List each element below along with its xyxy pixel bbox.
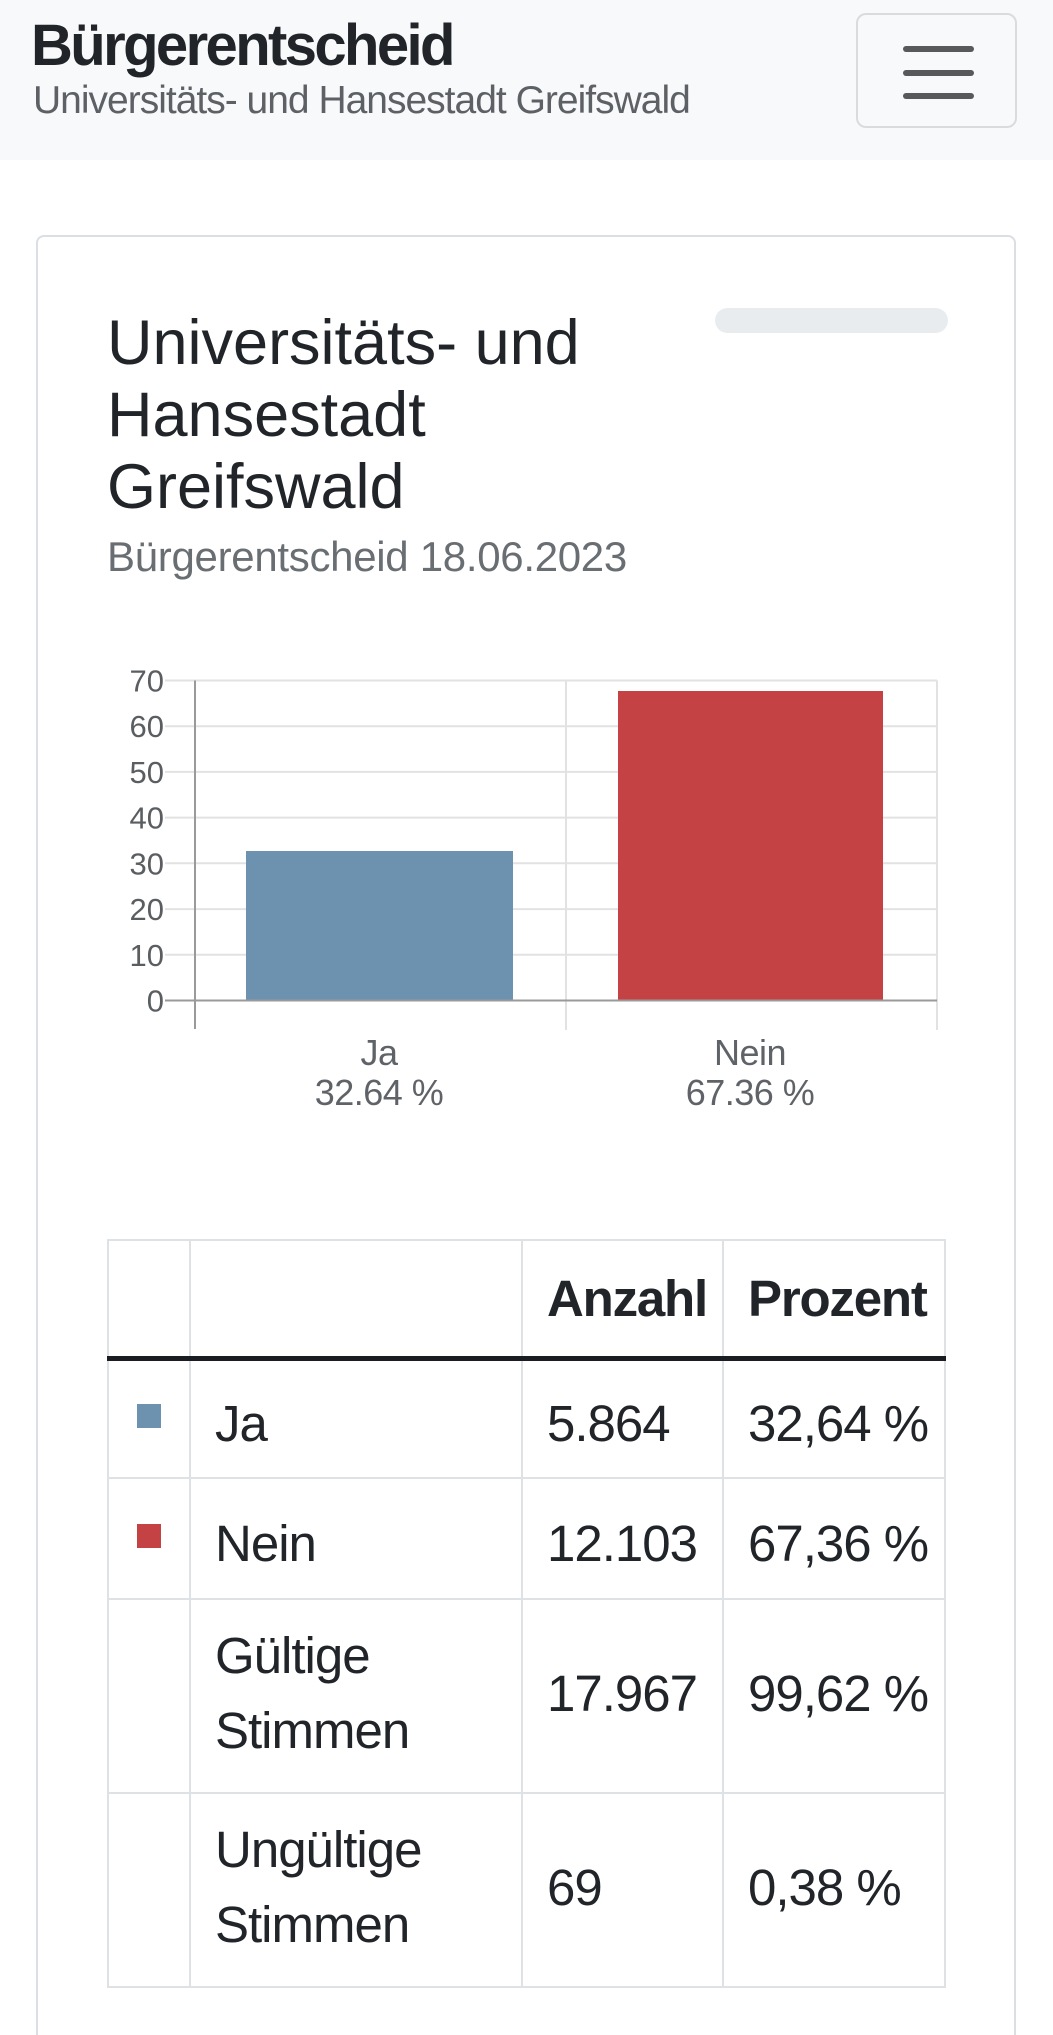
svg-text:50: 50: [130, 755, 164, 790]
svg-text:32.64 %: 32.64 %: [315, 1072, 444, 1113]
svg-text:Nein: Nein: [714, 1032, 786, 1073]
svg-text:20: 20: [130, 892, 164, 927]
svg-text:10: 10: [130, 938, 164, 973]
svg-text:Ja: Ja: [360, 1032, 399, 1073]
svg-text:0: 0: [147, 984, 164, 1019]
svg-text:40: 40: [130, 801, 164, 836]
svg-text:70: 70: [130, 664, 164, 699]
svg-text:60: 60: [130, 709, 164, 744]
svg-text:67.36 %: 67.36 %: [686, 1072, 815, 1113]
svg-text:30: 30: [130, 846, 164, 881]
